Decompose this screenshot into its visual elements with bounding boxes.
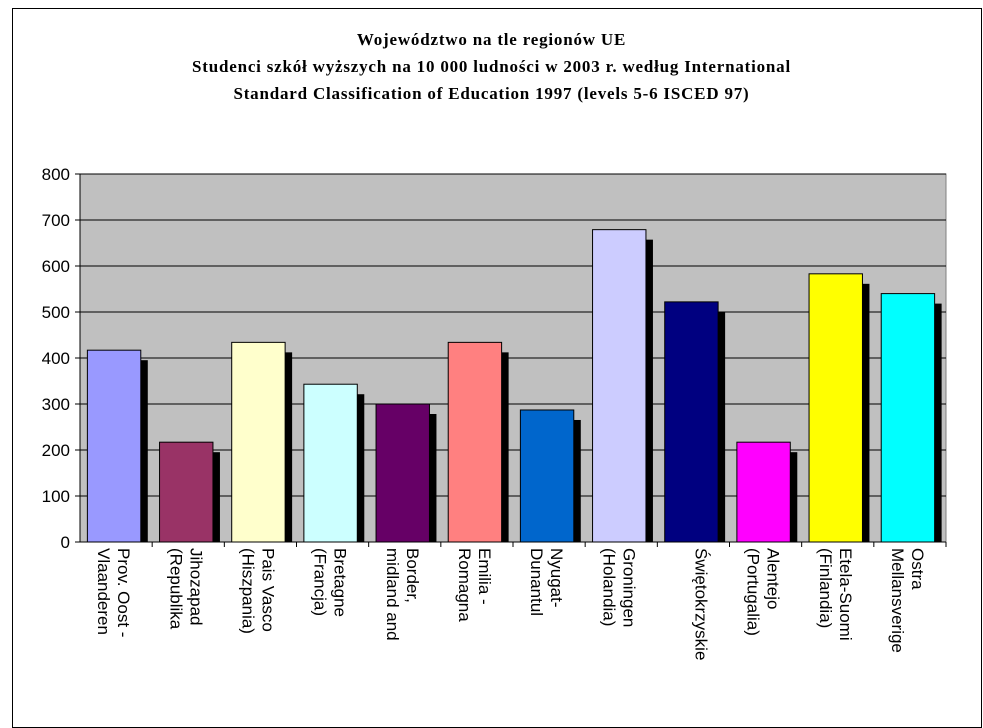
y-tick-label: 100	[42, 487, 70, 506]
category-labels: Prov. Oost -Vlaanderen Jihozapad(Republik…	[94, 542, 947, 660]
category-label: Bretagne(Francja)	[311, 548, 350, 617]
bar	[303, 383, 358, 543]
bar	[664, 301, 719, 543]
chart-title-line-3: Standard Classification of Education 199…	[233, 84, 750, 103]
category-label-line-2: (Portugalia)	[744, 548, 763, 636]
y-tick-label: 500	[42, 303, 70, 322]
category-label: Border,midland and	[383, 548, 422, 641]
bar	[86, 349, 142, 543]
category-label: Alentejo(Portugalia)	[744, 548, 783, 636]
category-label-line-1: Nyugat-	[547, 548, 566, 608]
bar	[447, 341, 503, 543]
category-label-line-1: Świętokrzyskie	[691, 548, 710, 660]
bar	[231, 341, 286, 543]
category-label: Prov. Oost -Vlaanderen	[94, 548, 133, 637]
y-tick-label: 600	[42, 257, 70, 276]
category-label-line-2: Vlaanderen	[94, 548, 113, 635]
category-label-line-1: Emilia -	[475, 548, 494, 605]
category-label-line-2: midland and	[383, 548, 402, 641]
bar-chart: 0 100 200 300 400 500 600 700 800 Prov. Oost -Vl…	[42, 165, 947, 660]
category-label-line-2: Dunantul	[527, 548, 546, 616]
category-label: Groningen(Holandia)	[599, 548, 638, 627]
category-label: Pais Vasco(Hiszpania)	[238, 548, 277, 634]
bar	[159, 441, 214, 543]
category-label-line-1: Etela-Suomi	[836, 548, 855, 641]
bar	[375, 403, 430, 543]
y-tick-label: 0	[61, 533, 70, 552]
gridlines	[80, 173, 946, 497]
y-tick-label: 200	[42, 441, 70, 460]
bar	[736, 441, 791, 543]
category-label: Etela-Suomi(Finlandia)	[816, 548, 855, 641]
y-tick-label: 400	[42, 349, 70, 368]
y-tick-label: 700	[42, 211, 70, 230]
bars	[86, 229, 942, 543]
category-label-line-1: Prov. Oost -	[114, 548, 133, 637]
category-label-line-1: Alentejo	[764, 548, 783, 609]
category-label: Świętokrzyskie	[691, 548, 710, 660]
category-label-line-2: (Finlandia)	[816, 548, 835, 628]
chart-title-line-2: Studenci szkół wyższych na 10 000 ludnoś…	[192, 57, 791, 76]
category-label-line-1: Jihozapad	[186, 548, 205, 626]
category-label-line-1: Border,	[403, 548, 422, 603]
bar	[880, 293, 936, 543]
category-label-line-2: (Hiszpania)	[238, 548, 257, 634]
category-label: Jihozapad(Republika	[166, 548, 205, 630]
category-label-line-1: Ostra	[908, 548, 927, 590]
category-label: Nyugat-Dunantul	[527, 548, 566, 616]
y-tick-label: 300	[42, 395, 70, 414]
y-tick-labels: 0 100 200 300 400 500 600 700 800	[42, 165, 80, 552]
y-tick-label: 800	[42, 165, 70, 184]
category-label-line-2: (Francja)	[311, 548, 330, 616]
chart-title-line-1: Województwo na tle regionów UE	[356, 30, 627, 49]
category-label: Emilia -Romagna	[455, 548, 494, 622]
bar	[808, 273, 863, 543]
bar	[519, 409, 575, 543]
category-label-line-1: Pais Vasco	[258, 548, 277, 632]
category-label-line-1: Groningen	[619, 548, 638, 627]
bar	[592, 229, 647, 543]
category-label-line-2: (Republika	[166, 548, 185, 630]
category-label-line-2: Romagna	[455, 548, 474, 622]
category-label-line-2: (Holandia)	[599, 548, 618, 626]
category-label-line-1: Bretagne	[331, 548, 350, 617]
category-label-line-2: Mellansverige	[888, 548, 907, 653]
